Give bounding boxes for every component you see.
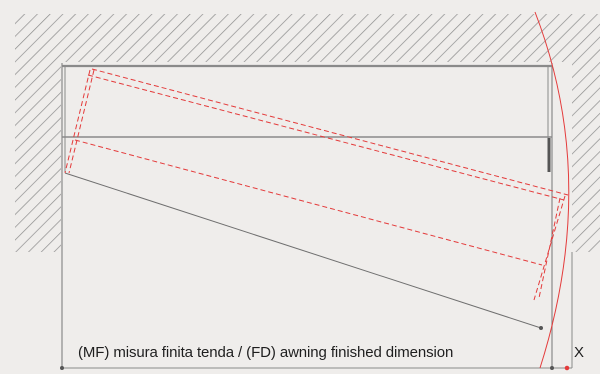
window-opening — [61, 63, 572, 369]
dimension-label: (MF) misura finita tenda / (FD) awning f… — [78, 344, 454, 361]
swing-arc — [534, 11, 570, 369]
wall-hatch — [15, 14, 600, 252]
dimension-ticks — [60, 326, 570, 371]
diagonal-guide-line — [64, 172, 542, 329]
awning-red-dashed — [64, 68, 569, 301]
x-dimension-label: X — [574, 344, 585, 361]
